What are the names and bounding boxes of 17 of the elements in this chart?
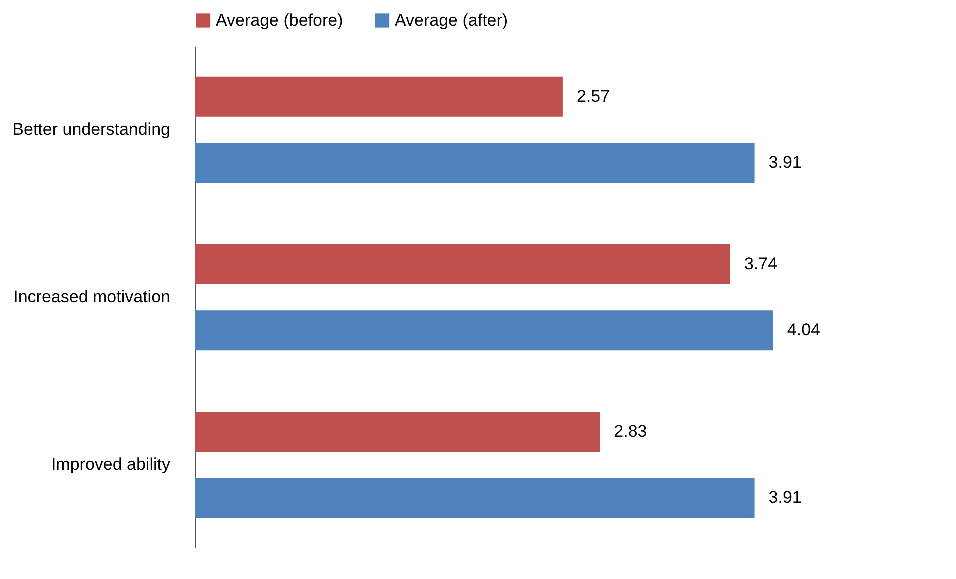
y-tick-label: Increased motivation	[14, 288, 170, 306]
legend-label: Average (after)	[395, 10, 508, 30]
data-label: 3.74	[744, 254, 778, 274]
data-label: 3.91	[768, 153, 802, 172]
y-tick-label: Better understanding	[12, 120, 170, 139]
bar	[195, 244, 730, 284]
data-label: 3.91	[768, 488, 802, 508]
bar	[195, 143, 755, 184]
bar	[195, 478, 755, 518]
bar	[195, 76, 563, 117]
bar	[195, 412, 600, 452]
bar	[195, 310, 774, 351]
data-label: 2.83	[614, 422, 648, 441]
data-label: 2.57	[576, 86, 610, 106]
legend-label: Average (before)	[216, 10, 344, 30]
y-tick-label: Improved ability	[51, 455, 171, 474]
data-label: 4.04	[787, 320, 820, 340]
